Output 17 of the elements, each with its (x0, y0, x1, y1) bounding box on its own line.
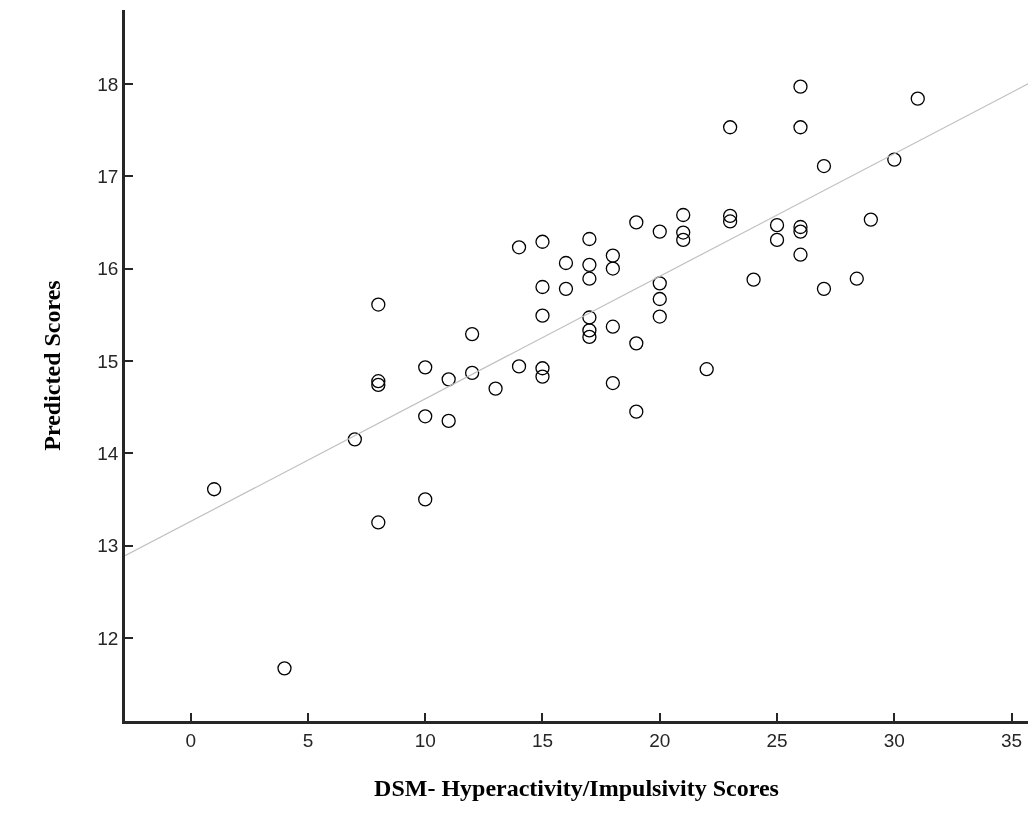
y-axis-title: Predicted Scores (39, 280, 66, 451)
y-tick-label: 15 (97, 350, 119, 372)
x-tick-label: 0 (185, 729, 196, 751)
x-axis-title: DSM- Hyperactivity/Impulsivity Scores (374, 774, 779, 801)
x-tick-label: 15 (531, 729, 554, 751)
y-tick-label: 12 (97, 627, 119, 649)
x-tick-label: 5 (302, 729, 314, 751)
x-tick-label: 35 (1001, 729, 1023, 751)
y-tick-label: 18 (97, 73, 119, 95)
y-tick-label: 14 (97, 442, 119, 464)
x-tick-label: 10 (414, 729, 436, 751)
y-tick-label: 16 (97, 258, 119, 280)
y-tick-label: 17 (97, 165, 119, 187)
y-tick-label: 13 (97, 535, 119, 557)
x-tick-label: 30 (883, 729, 905, 751)
x-tick-label: 25 (766, 729, 788, 751)
x-tick-label: 20 (649, 729, 671, 751)
